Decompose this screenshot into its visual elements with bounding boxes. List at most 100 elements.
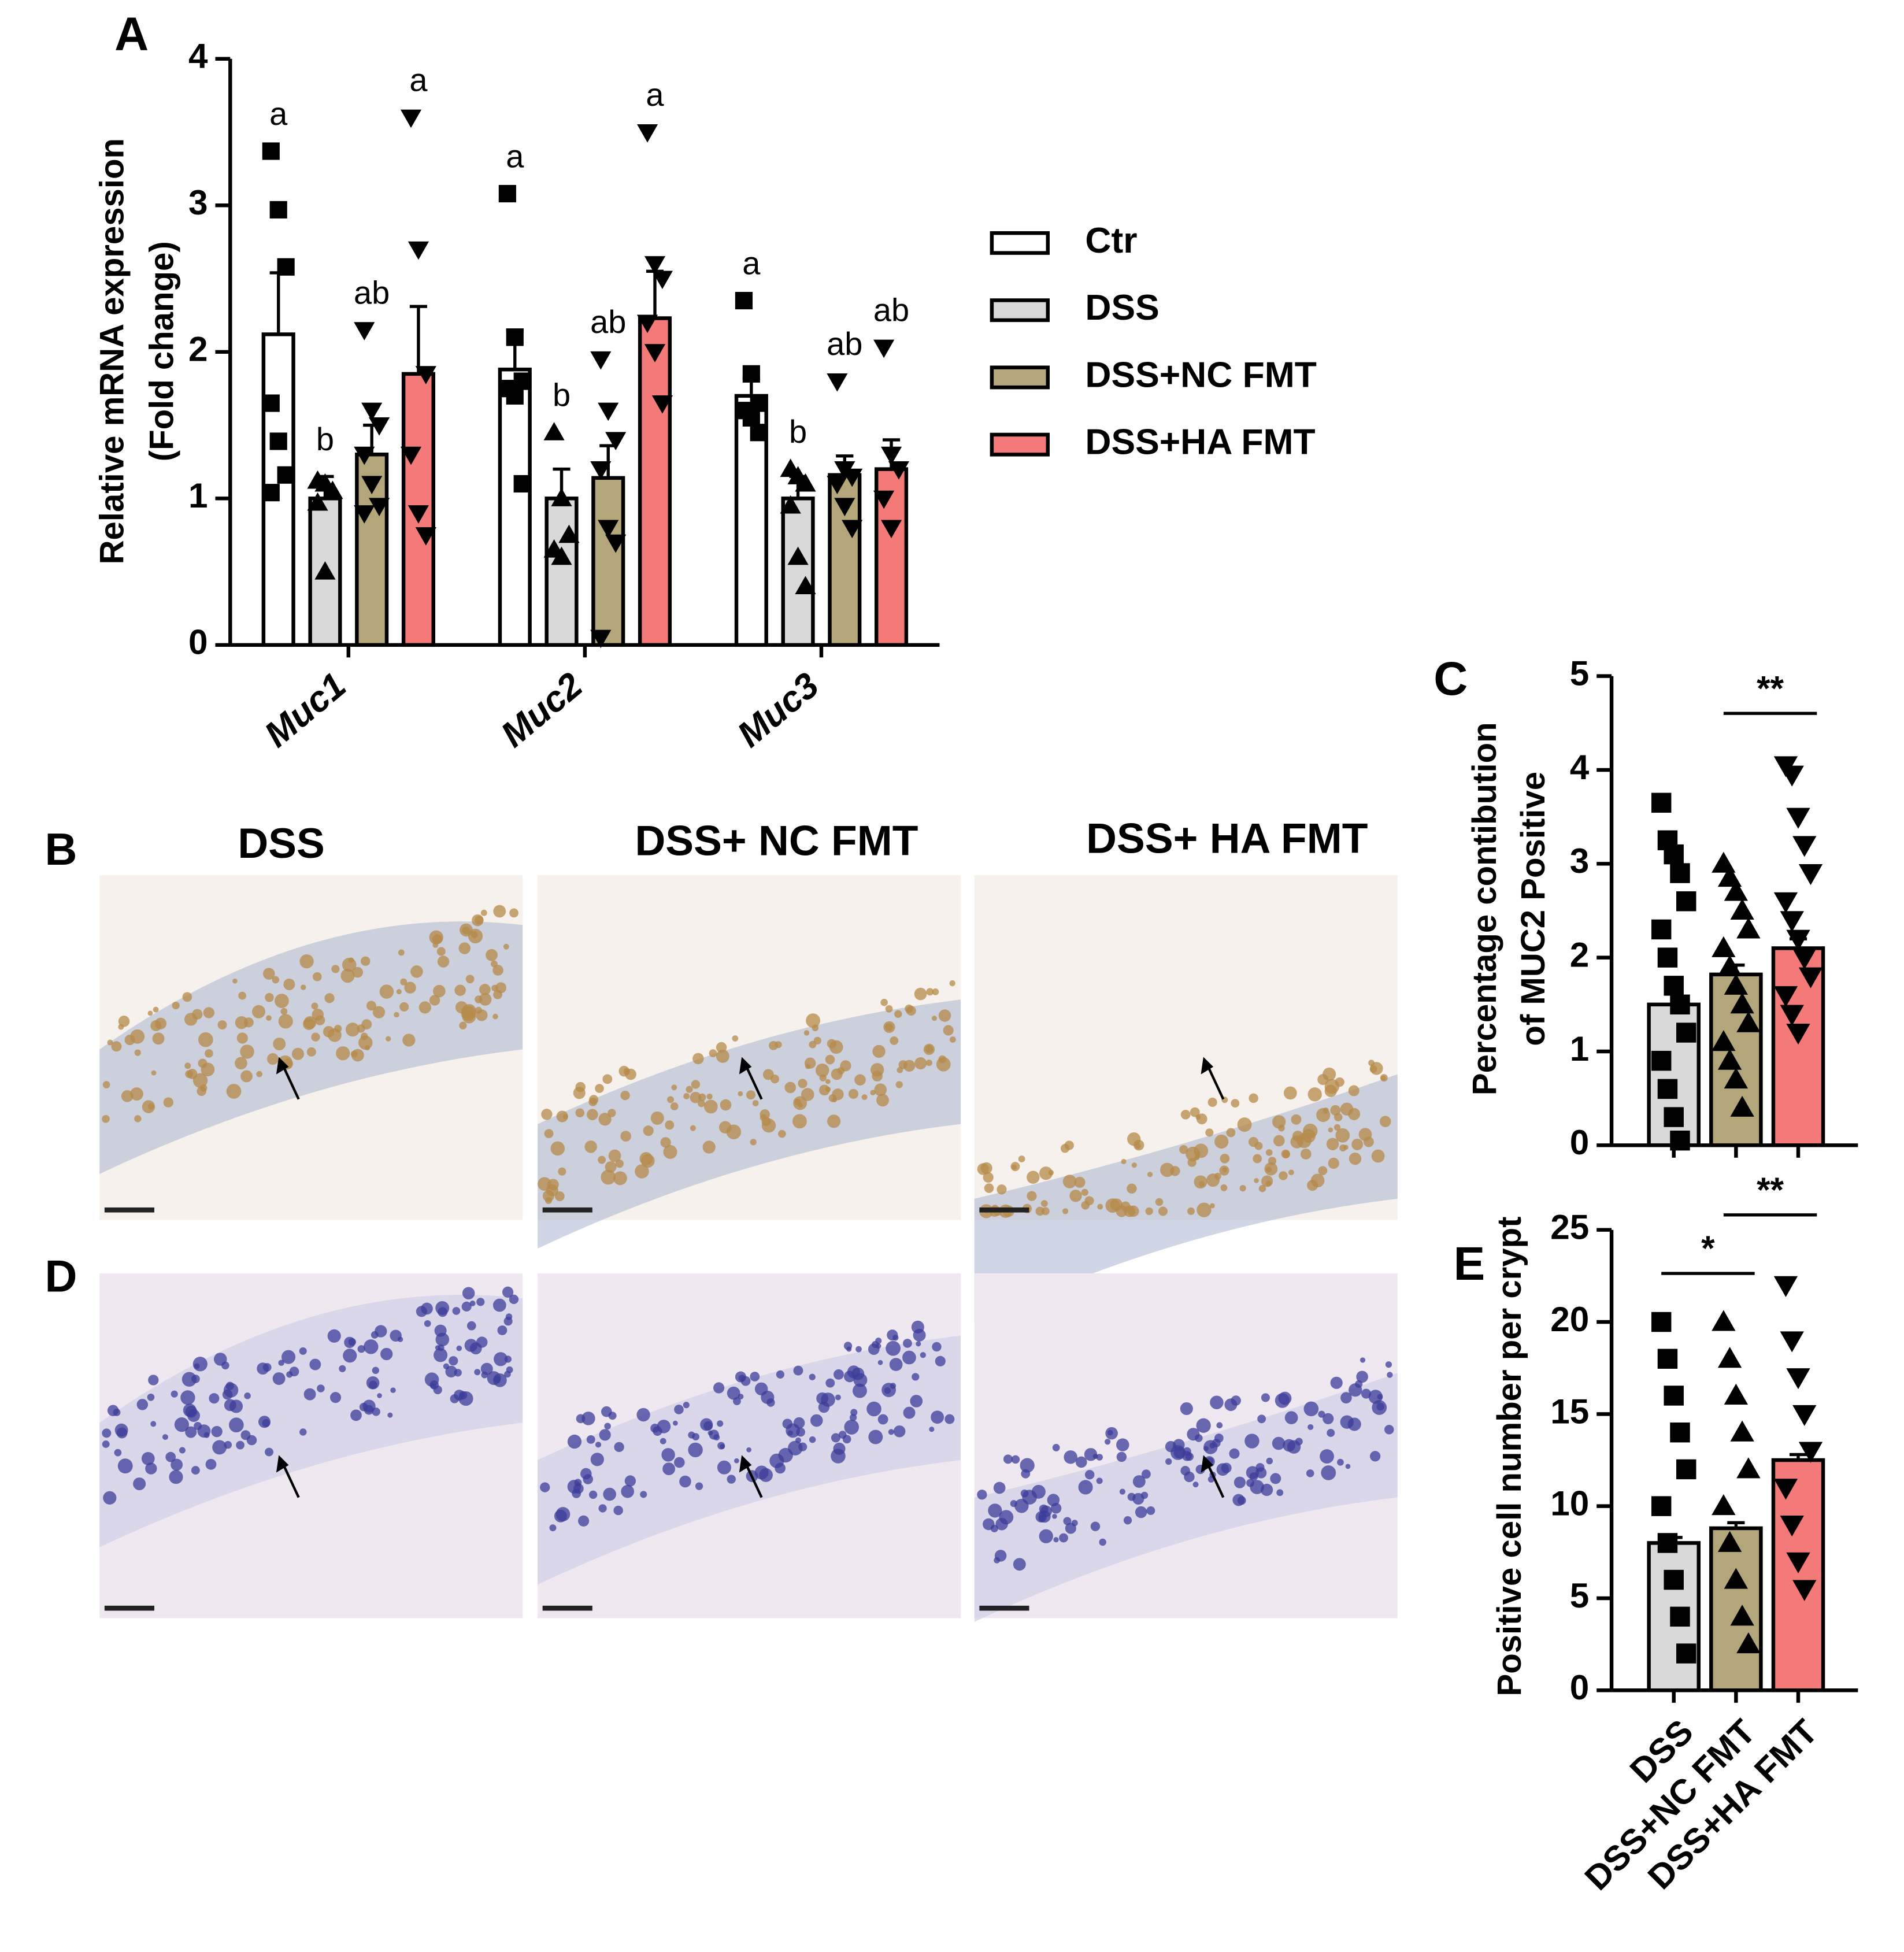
- stain-dot: [198, 1032, 213, 1047]
- bar: [1771, 1458, 1825, 1692]
- stain-dot: [1190, 1107, 1200, 1117]
- data-point: [605, 534, 627, 553]
- stain-dot: [503, 943, 509, 950]
- stain-dot: [504, 1355, 512, 1363]
- stain-dot: [1212, 1439, 1221, 1447]
- stain-dot: [1239, 1185, 1246, 1192]
- stain-dot: [452, 1307, 461, 1315]
- stain-dot: [943, 1025, 954, 1036]
- stain-dot: [205, 1049, 213, 1058]
- y-tick-label: 10: [1550, 1484, 1589, 1523]
- arrow-head: [739, 1455, 752, 1473]
- data-point: [1670, 1606, 1690, 1627]
- data-point: [408, 505, 429, 524]
- stain-dot: [667, 1096, 675, 1103]
- stain-dot: [914, 1057, 927, 1070]
- stain-dot: [1328, 1127, 1333, 1133]
- stain-dot: [272, 976, 280, 984]
- stain-dot: [433, 1385, 442, 1395]
- data-point: [1657, 1349, 1678, 1369]
- tissue-band: [99, 1294, 523, 1547]
- y-tick-label: 2: [188, 329, 208, 369]
- stain-dot: [251, 1005, 265, 1018]
- stain-dot: [688, 1431, 695, 1439]
- stain-dot: [614, 1442, 624, 1453]
- stain-dot: [809, 1373, 816, 1380]
- data-point: [750, 424, 768, 442]
- data-point: [834, 498, 855, 517]
- stain-dot: [1020, 1458, 1035, 1473]
- stain-dot: [1064, 1450, 1077, 1464]
- stain-dot: [258, 1416, 271, 1428]
- stain-dot: [352, 966, 364, 978]
- stain-dot: [1081, 1188, 1088, 1196]
- stain-dot: [732, 1035, 739, 1042]
- stain-dot: [1040, 1200, 1048, 1208]
- bar: [591, 476, 625, 647]
- stain-dot: [831, 1433, 840, 1443]
- data-point: [1712, 936, 1736, 957]
- bar: [1709, 1526, 1763, 1692]
- stain-dot: [1062, 1175, 1077, 1188]
- stain-dot: [114, 1449, 122, 1457]
- stain-dot: [620, 1090, 630, 1101]
- stain-dot: [1187, 1428, 1200, 1441]
- data-point: [1657, 1533, 1678, 1553]
- stain-dot: [778, 1447, 793, 1463]
- stain-dot: [203, 1007, 214, 1018]
- stain-dot: [213, 1353, 227, 1366]
- stain-dot: [152, 1032, 165, 1045]
- stain-dot: [716, 1049, 729, 1063]
- data-point: [880, 520, 902, 539]
- stain-dot: [162, 1434, 168, 1440]
- data-point: [750, 394, 768, 412]
- stain-dot: [1255, 1467, 1267, 1479]
- stain-dot: [454, 1390, 465, 1401]
- stain-dot: [192, 1073, 208, 1088]
- stain-dot: [1300, 1149, 1312, 1160]
- significance-letter: a: [742, 245, 761, 281]
- tissue-band: [538, 1335, 961, 1585]
- y-axis-label: Percentage contibution: [1466, 722, 1503, 1095]
- stain-dot: [396, 988, 402, 995]
- stain-dot: [1257, 1414, 1266, 1424]
- stain-dot: [912, 1373, 920, 1381]
- stain-dot: [283, 979, 295, 991]
- stain-dot: [793, 1365, 803, 1376]
- stain-dot: [1283, 1439, 1296, 1452]
- data-point: [498, 184, 516, 203]
- stain-dot: [1179, 1145, 1188, 1154]
- stain-dot: [377, 1393, 382, 1398]
- stain-dot: [980, 1162, 992, 1174]
- stain-dot: [229, 1417, 244, 1433]
- stain-dot: [1231, 1099, 1240, 1108]
- stain-dot: [1097, 1203, 1103, 1210]
- stain-dot: [118, 1016, 130, 1027]
- stain-dot: [187, 1409, 201, 1422]
- y-tick-label: 5: [1570, 1576, 1590, 1615]
- stain-dot: [1135, 1506, 1147, 1518]
- stain-dot: [883, 1021, 895, 1034]
- stain-dot: [278, 1360, 284, 1366]
- stain-dot: [291, 1047, 305, 1060]
- stain-dot: [717, 1442, 725, 1450]
- stain-dot: [1059, 1533, 1068, 1543]
- data-point: [1664, 1569, 1684, 1590]
- bar: [1771, 946, 1825, 1147]
- stain-dot: [266, 1053, 279, 1065]
- data-point: [1664, 976, 1684, 996]
- stain-dot: [348, 1338, 356, 1346]
- stain-dot: [455, 1001, 468, 1014]
- data-point: [1657, 947, 1678, 968]
- stain-dot: [1307, 1424, 1314, 1430]
- stain-dot: [1246, 1479, 1255, 1487]
- stain-dot: [1197, 1202, 1212, 1217]
- stain-dot: [816, 1392, 829, 1405]
- stain-dot: [1320, 1449, 1334, 1464]
- stain-dot: [273, 1038, 286, 1051]
- stain-dot: [1330, 1105, 1341, 1116]
- data-point: [262, 484, 280, 502]
- data-point: [590, 461, 612, 480]
- stain-dot: [1254, 1178, 1259, 1183]
- stain-dot: [1011, 1455, 1020, 1464]
